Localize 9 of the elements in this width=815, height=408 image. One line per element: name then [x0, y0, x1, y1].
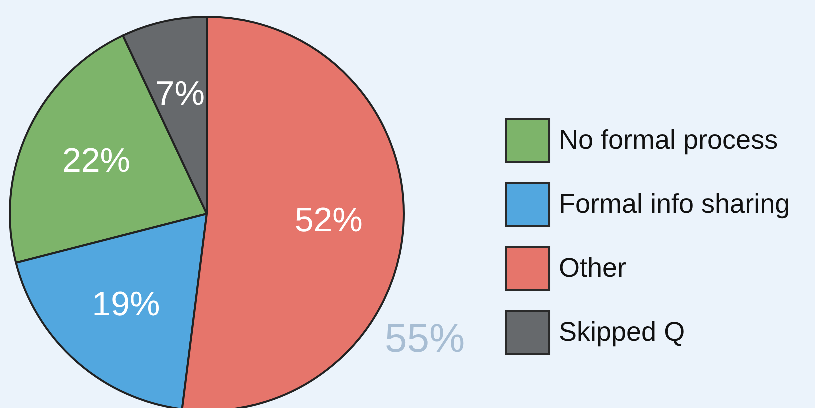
data-label: 52%	[294, 202, 363, 240]
data-label: 19%	[92, 286, 160, 324]
data-label: 22%	[62, 142, 131, 180]
text: 55%	[384, 317, 466, 361]
legend-label: Formal info sharing	[559, 189, 790, 219]
legend-label: Other	[559, 253, 627, 283]
data-label: 7%	[156, 74, 205, 113]
legend-label: No formal process	[559, 125, 778, 155]
legend-label: Skipped Q	[559, 317, 686, 347]
